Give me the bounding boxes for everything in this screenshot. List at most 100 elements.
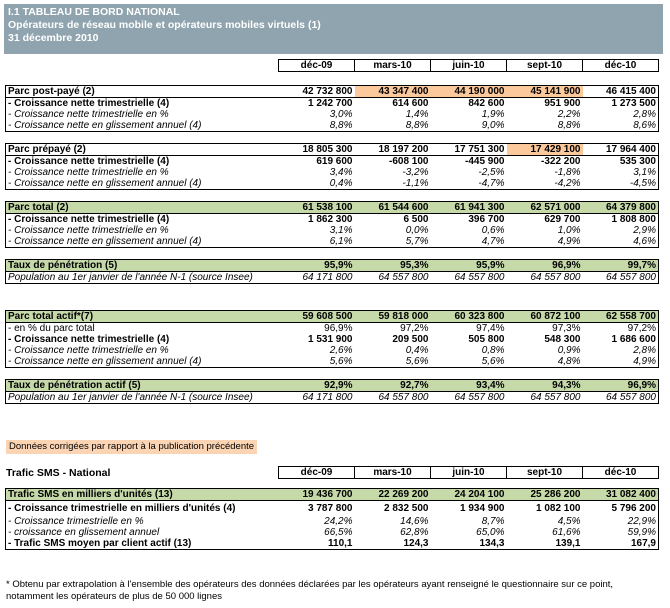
col-header: déc-09: [278, 466, 355, 479]
cell: 1 808 800: [582, 213, 659, 225]
table-row: - Croissance nette trimestrielle en % 3,…: [5, 109, 659, 120]
population-row: Population au 1er janvier de l'année N-1…: [5, 391, 659, 404]
row-label: Parc post-payé (2): [5, 85, 279, 98]
cell: 24 204 100: [430, 488, 507, 501]
row-label: - en % du parc total: [5, 322, 279, 334]
table-row: - Croissance nette trimestrielle (4) 1 8…: [5, 213, 659, 225]
cell: 0,8%: [481, 345, 505, 356]
col-header: sept-10: [506, 466, 583, 479]
table-row: - Croissance trimestrielle en % 24,2% 14…: [5, 516, 659, 527]
cell: 0,6%: [481, 225, 505, 236]
row-label: - Croissance nette en glissement annuel …: [5, 120, 279, 132]
cell: 97,3%: [506, 322, 583, 334]
cell: 4,8%: [506, 356, 583, 368]
banner-date: 31 décembre 2010: [8, 32, 99, 44]
cell: 1 082 100: [536, 503, 581, 514]
cell: 59 608 500: [278, 310, 355, 323]
cell: 614 600: [354, 97, 431, 109]
cell: 619 600: [278, 155, 355, 167]
cell: 3,1%: [582, 167, 659, 178]
cell: 61,6%: [552, 527, 581, 538]
cell: 59,9%: [582, 527, 659, 538]
cell: 1 686 600: [582, 334, 659, 345]
dashboard-banner: I.1 TABLEAU DE BORD NATIONAL Opérateurs …: [4, 4, 663, 54]
row-label: Taux de pénétration (5): [5, 259, 279, 272]
row-label: - Croissance nette en glissement annuel …: [5, 356, 279, 368]
table-row: - Croissance nette trimestrielle en % 3,…: [5, 167, 659, 178]
cell: 95,9%: [278, 259, 355, 272]
cell: 94,3%: [506, 379, 583, 392]
table-row: - Croissance nette en glissement annuel …: [5, 356, 659, 368]
cell: 1,9%: [481, 109, 505, 120]
cell: 62 571 000: [506, 201, 583, 214]
column-header-row: déc-09 mars-10 juin-10 sept-10 déc-10: [6, 59, 659, 72]
row-label: - croissance en glissement annuel: [5, 527, 279, 538]
cell: 1 242 700: [278, 97, 355, 109]
row-label: Parc prépayé (2): [5, 143, 279, 156]
cell: 64 557 800: [582, 271, 659, 284]
main-dashboard-table: déc-09 mars-10 juin-10 sept-10 déc-10 Pa…: [5, 59, 659, 404]
corrected-data-note: Données corrigées par rapport à la publi…: [6, 440, 258, 454]
table-row: - Croissance nette en glissement annuel …: [5, 178, 659, 190]
table-row: - Croissance nette trimestrielle (4) 1 5…: [5, 334, 659, 345]
cell: 2,6%: [329, 345, 353, 356]
cell: 1 934 900: [460, 503, 505, 514]
cell: 209 500: [392, 334, 429, 345]
sms-section-title: Trafic SMS - National: [6, 467, 111, 479]
cell: 25 286 200: [506, 488, 583, 501]
sms-table: déc-09 mars-10 juin-10 sept-10 déc-10 Tr…: [5, 466, 659, 550]
row-label: - Croissance nette trimestrielle (4): [5, 334, 279, 345]
cell: 17 964 400: [582, 143, 659, 156]
cell: 4,6%: [582, 236, 659, 248]
cell: 59 818 000: [354, 310, 431, 323]
active-penetration-row: Taux de pénétration actif (5) 92,9% 92,7…: [5, 379, 659, 392]
cell: 64 557 800: [506, 271, 583, 284]
table-row: - Trafic SMS moyen par client actif (13)…: [5, 538, 659, 550]
row-label: Parc total (2): [5, 201, 279, 214]
cell: 19 436 700: [278, 488, 355, 501]
col-header: juin-10: [430, 466, 507, 479]
cell: 2,2%: [557, 109, 581, 120]
cell: 1,0%: [557, 225, 581, 236]
cell: 629 700: [506, 213, 583, 225]
cell: 17 751 300: [430, 143, 507, 156]
cell: 1 273 500: [582, 97, 659, 109]
cell: 99,7%: [582, 259, 659, 272]
cell: 65,0%: [476, 527, 505, 538]
cell: -4,2%: [506, 178, 583, 190]
banner-subtitle: Opérateurs de réseau mobile et opérateur…: [8, 19, 321, 31]
cell: 5,6%: [354, 356, 431, 368]
cell: 4,9%: [582, 356, 659, 368]
cell: 96,9%: [506, 259, 583, 272]
col-header: juin-10: [430, 59, 507, 72]
table-row: - Croissance trimestrielle en milliers d…: [5, 500, 659, 516]
cell: 2,8%: [582, 345, 659, 356]
row-label: Taux de pénétration actif (5): [5, 379, 279, 392]
row-label: Parc total actif*(7): [5, 310, 279, 323]
row-label: - Croissance nette trimestrielle (4): [5, 97, 279, 109]
cell: 62 558 700: [582, 310, 659, 323]
col-header: déc-10: [582, 59, 659, 72]
cell: 2 832 500: [384, 503, 429, 514]
cell: 167,9: [582, 538, 659, 550]
cell: 0,4%: [405, 345, 429, 356]
cell: 842 600: [430, 97, 507, 109]
cell: 3,0%: [329, 109, 353, 120]
row-label: - Croissance trimestrielle en milliers d…: [5, 500, 279, 516]
row-label: - Croissance nette trimestrielle en %: [5, 109, 279, 120]
cell: 505 800: [468, 334, 505, 345]
cell: 9,0%: [430, 120, 507, 132]
cell: 24,2%: [324, 516, 353, 527]
cell: 124,3: [354, 538, 431, 550]
table-row: - croissance en glissement annuel 66,5% …: [5, 527, 659, 538]
column-header-row: déc-09 mars-10 juin-10 sept-10 déc-10: [6, 466, 659, 479]
cell: 93,4%: [430, 379, 507, 392]
cell: 64 557 800: [506, 391, 583, 404]
cell: 4,9%: [506, 236, 583, 248]
cell: -322 200: [506, 155, 583, 167]
cell: -3,2%: [402, 167, 429, 178]
cell: 396 700: [430, 213, 507, 225]
row-label: - Croissance nette trimestrielle en %: [5, 345, 279, 356]
cell: 22 269 200: [354, 488, 431, 501]
cell: 22,9%: [582, 516, 659, 527]
